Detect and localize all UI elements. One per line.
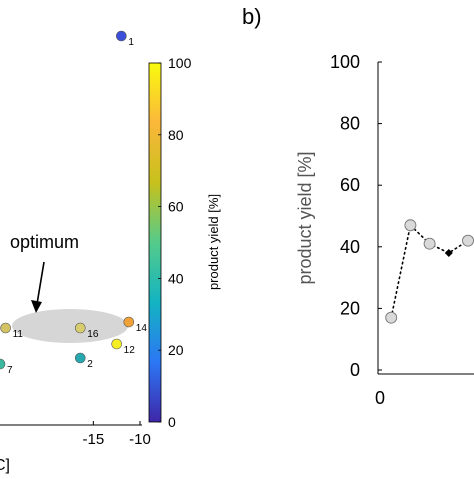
colorbar-gradient bbox=[148, 62, 162, 423]
line-point-marker bbox=[385, 311, 398, 324]
scatter-x-ticks: -15 -10 bbox=[82, 421, 151, 448]
line-panel: 0 20 40 60 80 100 0 product yield [%] bbox=[295, 52, 474, 408]
line-point-marker bbox=[423, 237, 436, 250]
line-point-marker bbox=[404, 219, 417, 232]
scatter-point-label: 1 bbox=[128, 37, 134, 48]
scatter-point-label: 2 bbox=[87, 359, 93, 370]
scatter-point-label: 11 bbox=[13, 329, 24, 340]
colorbar-label: product yield [%] bbox=[206, 194, 221, 290]
scatter-point bbox=[116, 30, 127, 42]
colorbar-tick-label: 20 bbox=[168, 342, 184, 358]
line-point-marker bbox=[462, 234, 474, 247]
colorbar-tick-label: 100 bbox=[168, 55, 192, 71]
colorbar-tick-label: 80 bbox=[168, 127, 184, 143]
line-y-axis-label: product yield [%] bbox=[295, 151, 315, 284]
optimum-arrow-head bbox=[31, 300, 42, 313]
line-y-tick-label: 40 bbox=[340, 237, 360, 257]
colorbar: 0 20 40 60 80 100 product yield [%] bbox=[148, 55, 221, 430]
line-y-tick-label: 0 bbox=[350, 360, 360, 380]
scatter-x-axis-label: C] bbox=[0, 457, 10, 474]
line-x-ticks: 0 bbox=[375, 388, 385, 408]
panel-label: b) bbox=[242, 4, 262, 29]
line-y-ticks: 0 20 40 60 80 100 bbox=[330, 52, 382, 380]
line-x-tick-label: 0 bbox=[375, 388, 385, 408]
colorbar-tick-label: 0 bbox=[168, 414, 176, 430]
scatter-point bbox=[0, 322, 11, 334]
scatter-x-tick-label: -10 bbox=[129, 431, 151, 448]
line-markers bbox=[385, 219, 474, 324]
line-y-tick-label: 60 bbox=[340, 175, 360, 195]
line-point-marker bbox=[444, 248, 453, 257]
line-y-tick-label: 80 bbox=[340, 114, 360, 134]
colorbar-tick-label: 40 bbox=[168, 270, 184, 286]
line-y-tick-label: 100 bbox=[330, 52, 360, 72]
scatter-point bbox=[123, 316, 135, 328]
scatter-point bbox=[74, 352, 86, 364]
scatter-point-label: 12 bbox=[124, 345, 136, 356]
scatter-x-tick-label: -15 bbox=[82, 431, 104, 448]
optimum-arrow-shaft bbox=[36, 261, 45, 305]
colorbar-tick-label: 60 bbox=[168, 199, 184, 215]
optimum-annotation: optimum bbox=[10, 232, 79, 252]
scatter-point bbox=[0, 358, 6, 370]
scatter-point-label: 7 bbox=[7, 365, 13, 376]
scatter-point-label: 14 bbox=[136, 323, 148, 334]
colorbar-ticks: 0 20 40 60 80 100 bbox=[158, 55, 192, 430]
line-y-tick-label: 20 bbox=[340, 298, 360, 318]
scatter-point bbox=[111, 338, 122, 350]
scatter-point-label: 16 bbox=[87, 329, 99, 340]
optimum-highlight-ellipse bbox=[12, 309, 128, 343]
scatter-point bbox=[74, 322, 86, 334]
